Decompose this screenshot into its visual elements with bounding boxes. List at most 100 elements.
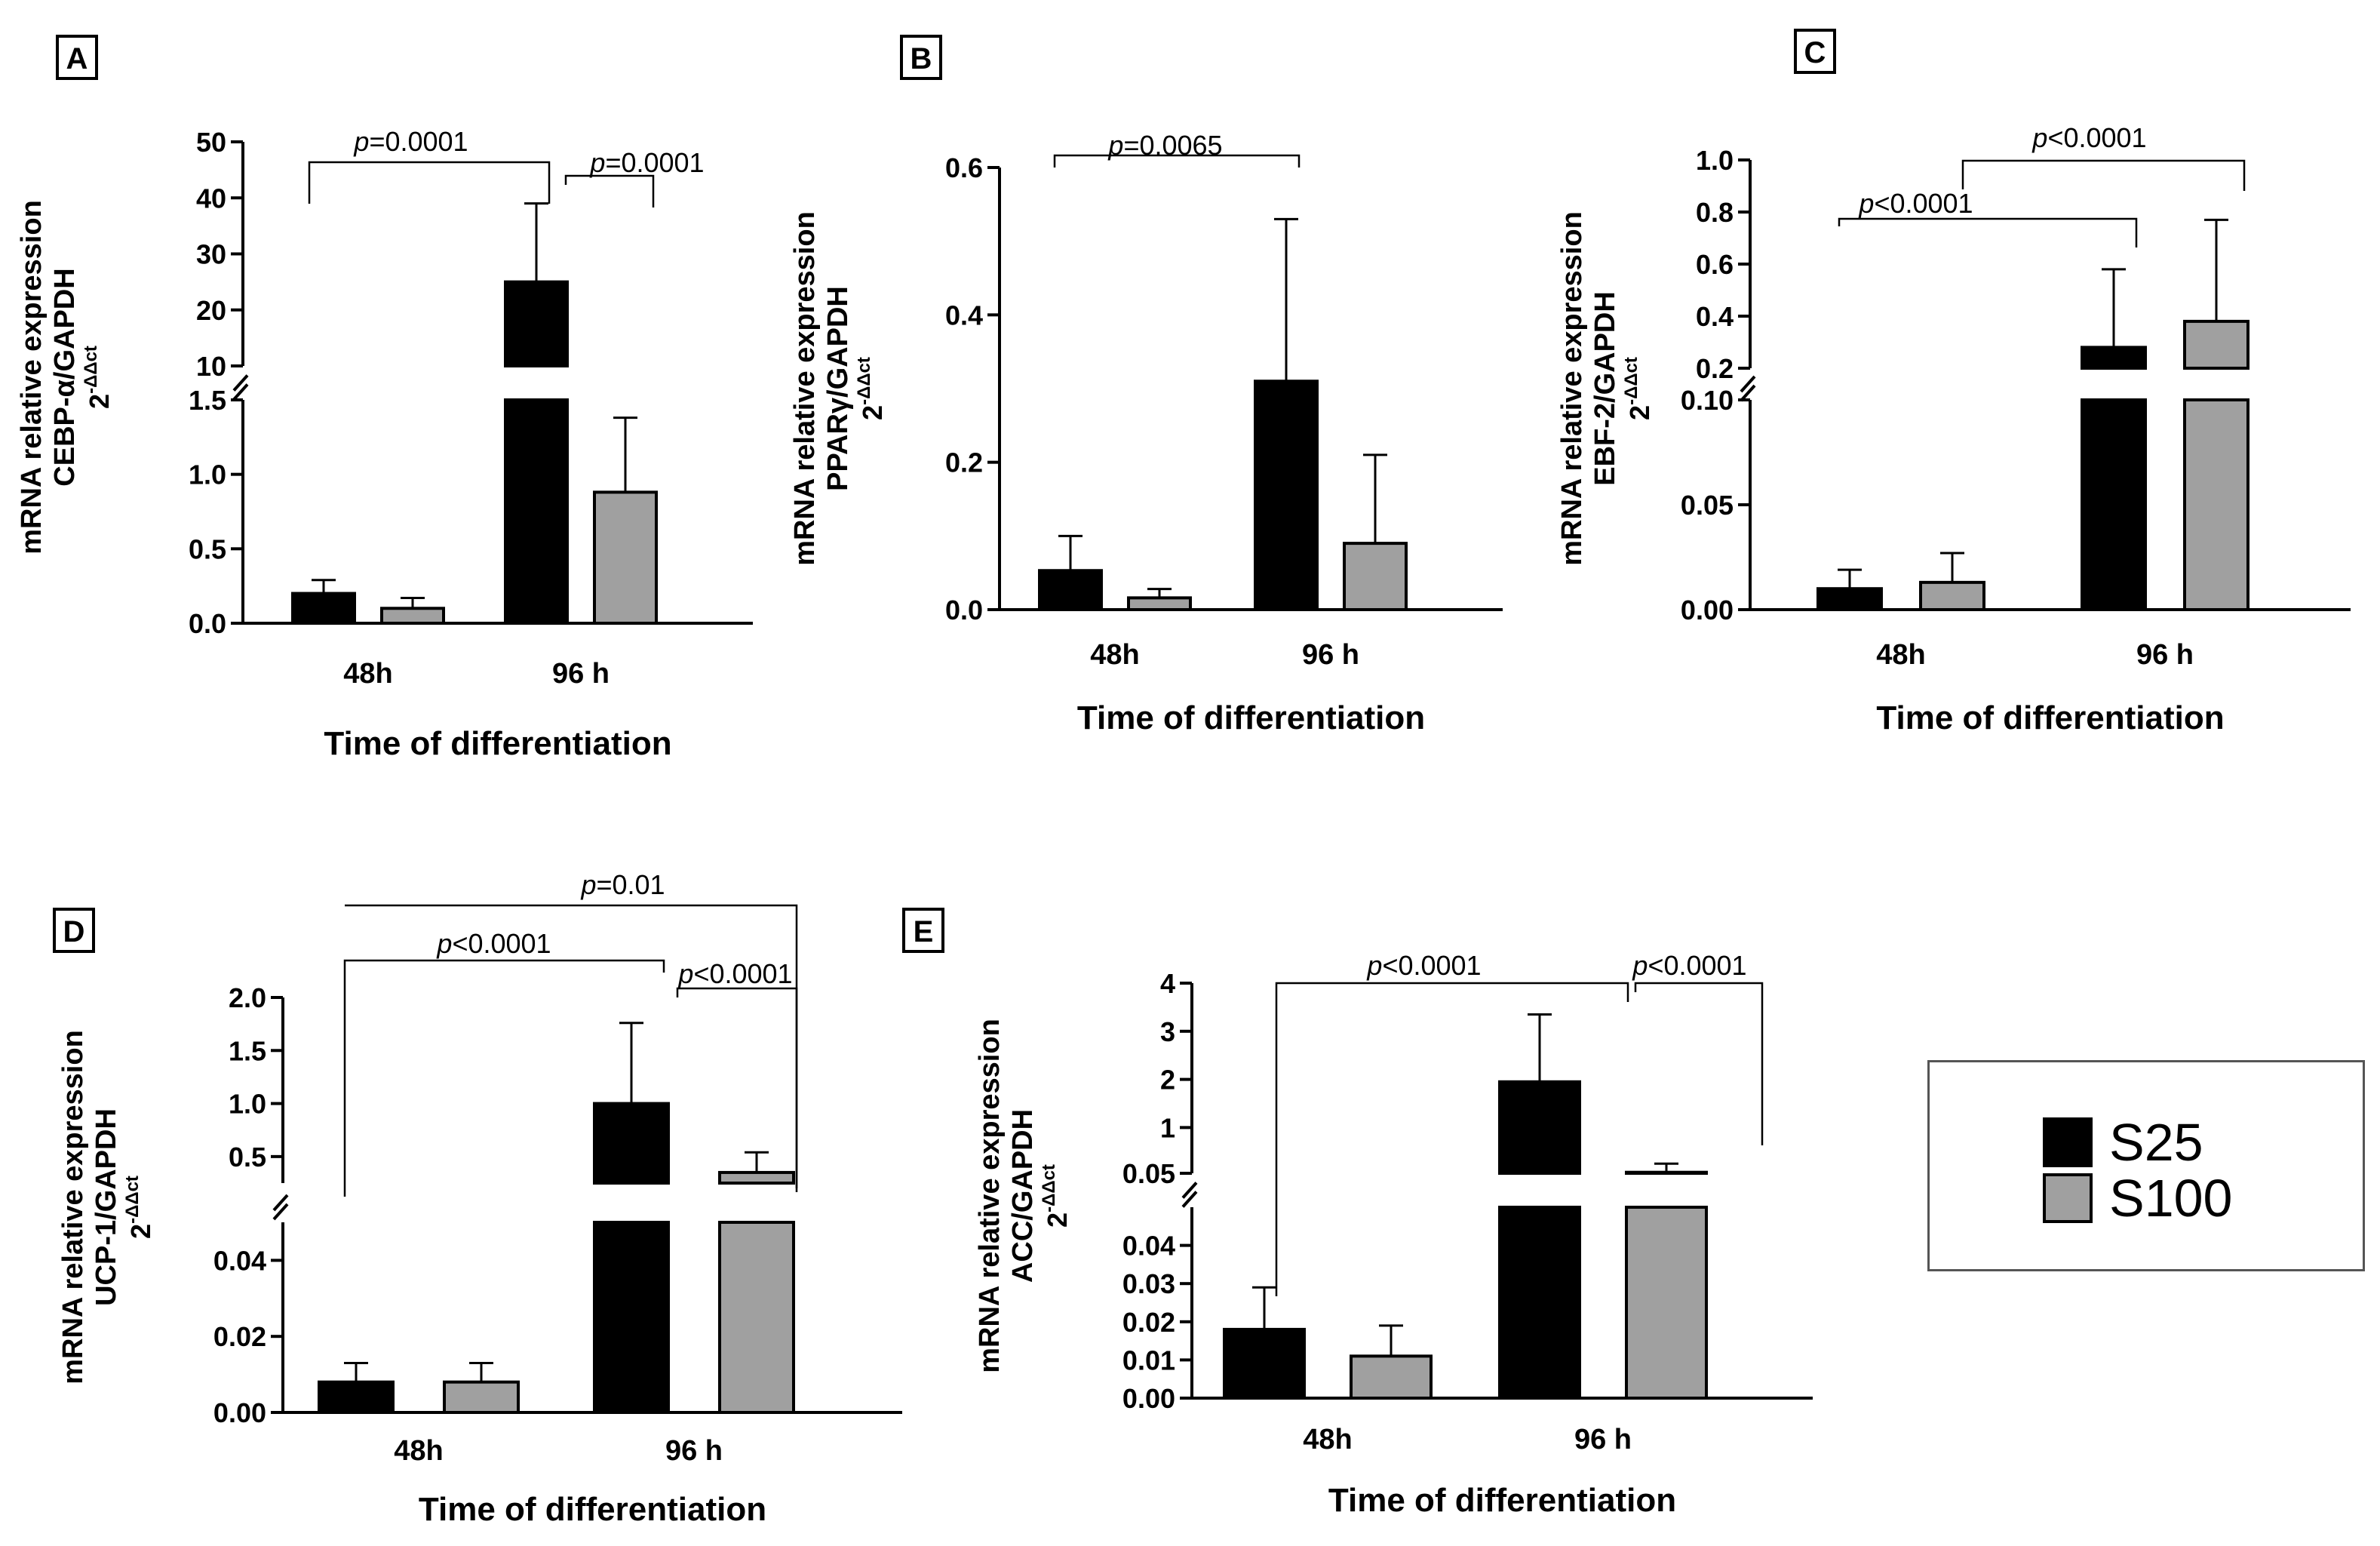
y-axis-title-line1: mRNA relative expression bbox=[16, 200, 48, 555]
p-value-label: p<0.0001 bbox=[677, 958, 792, 989]
panel-label-box bbox=[900, 35, 942, 80]
y-axis-title: mRNA relative expression PPARγ/GAPDH 2-ΔΔc… bbox=[789, 211, 888, 566]
x-tick-label: 48h bbox=[1303, 1424, 1352, 1455]
p-value-label: p<0.0001 bbox=[1366, 950, 1481, 981]
bar-s25 bbox=[1816, 587, 1883, 612]
significance-bracket bbox=[1634, 982, 1764, 1145]
significance-bracket bbox=[1961, 159, 2246, 191]
y-axis-title-line2: PPARγ/GAPDH bbox=[822, 286, 854, 491]
panel-b: B 0.0 0.2 0.4 0.6 48h 96 h Time of differentiat… bbox=[789, 35, 1503, 736]
y-tick-label: 30 bbox=[196, 239, 226, 270]
y-axis-title-line3: 2-ΔΔct bbox=[122, 1176, 156, 1239]
y-tick-label: 1.0 bbox=[1696, 145, 1734, 176]
bar-s25 bbox=[291, 592, 356, 625]
bar-s100 bbox=[1343, 542, 1408, 611]
bar-s25 bbox=[2081, 398, 2147, 611]
y-axis-title: mRNA relative expression ACC/GAPDH 2-ΔΔct bbox=[974, 1019, 1073, 1373]
bar-s100 bbox=[718, 1221, 795, 1414]
y-tick-label: 0.05 bbox=[1122, 1158, 1175, 1189]
y-axis-title-line1: mRNA relative expression bbox=[1556, 211, 1588, 566]
bar-s100-upper bbox=[2183, 319, 2249, 370]
axis-break-mark bbox=[232, 383, 249, 401]
y-axis-title-line3: 2-ΔΔct bbox=[81, 346, 115, 409]
x-tick-label: 96 h bbox=[1574, 1424, 1632, 1455]
x-tick-label: 96 h bbox=[2136, 639, 2194, 671]
y-tick-label: 0.04 bbox=[1122, 1231, 1175, 1262]
significance-bracket bbox=[345, 904, 798, 1192]
y-axis-title-line3: 2-ΔΔct bbox=[1621, 357, 1655, 420]
bar-s100 bbox=[593, 490, 658, 625]
bar-s100 bbox=[1625, 1206, 1708, 1400]
y-tick-label: 0.02 bbox=[1122, 1307, 1175, 1338]
bar-s25-upper bbox=[2081, 346, 2147, 370]
y-tick-label: 4 bbox=[1160, 968, 1175, 999]
y-tick-label: 0.4 bbox=[1696, 301, 1734, 332]
panel-label-box bbox=[1794, 29, 1836, 74]
y-tick-label: 0.8 bbox=[1696, 197, 1734, 228]
p-value-label: p=0.01 bbox=[580, 869, 665, 900]
bar-s100 bbox=[380, 607, 445, 625]
significance-bracket bbox=[564, 174, 655, 207]
axis-break-mark bbox=[232, 374, 249, 392]
y-tick-label: 0.05 bbox=[1681, 490, 1734, 521]
y-tick-label: 0.00 bbox=[1681, 595, 1734, 625]
y-axis-title-line2: CEBP-α/GAPDH bbox=[49, 268, 81, 486]
panel-e: E 0.00 0.01 0.02 0.03 0.04 0.05 1 2 3 4 48h 96 h Time… bbox=[902, 908, 1813, 1519]
x-axis-title: Time of differentiation bbox=[1876, 699, 2224, 736]
bar-s25 bbox=[318, 1380, 395, 1415]
significance-bracket bbox=[1053, 154, 1301, 168]
panel-label: D bbox=[63, 915, 85, 948]
y-axis-title: mRNA relative expression CEBP-α/GAPDH 2-ΔΔ… bbox=[16, 200, 115, 555]
x-tick-label: 96 h bbox=[665, 1435, 723, 1467]
x-tick-label: 48h bbox=[1876, 639, 1925, 671]
y-axis-title-line1: mRNA relative expression bbox=[57, 1030, 89, 1385]
x-axis-title: Time of differentiation bbox=[1328, 1482, 1676, 1519]
legend-item-s100: S100 bbox=[2043, 1169, 2232, 1227]
y-tick-label: 2.0 bbox=[229, 982, 266, 1013]
panel-label: A bbox=[66, 42, 88, 75]
y-tick-label: 2 bbox=[1160, 1065, 1175, 1096]
legend-label-s25: S25 bbox=[2109, 1113, 2203, 1172]
significance-bracket bbox=[308, 161, 551, 204]
x-axis-title: Time of differentiation bbox=[324, 725, 671, 762]
bar-s100 bbox=[1127, 596, 1192, 612]
axis-break-mark bbox=[1740, 384, 1756, 402]
y-tick-label: 0.02 bbox=[213, 1321, 266, 1352]
y-tick-label: 10 bbox=[196, 351, 226, 382]
y-tick-label: 0.0 bbox=[189, 608, 226, 639]
panel-d: D 0.00 0.02 0.04 0.5 1.0 1.5 2.0 48h 96 h Time of … bbox=[53, 869, 902, 1528]
y-tick-label: 0.01 bbox=[1122, 1345, 1175, 1375]
axis-break-mark bbox=[1181, 1182, 1198, 1199]
y-axis-title-line3: 2-ΔΔct bbox=[1039, 1164, 1073, 1228]
y-tick-label: 0.0 bbox=[945, 595, 983, 625]
y-tick-label: 0.5 bbox=[189, 533, 226, 564]
x-axis-title: Time of differentiation bbox=[419, 1491, 766, 1528]
p-value-label: p<0.0001 bbox=[1858, 188, 1973, 219]
y-axis-title-line2: EBF-2/GAPDH bbox=[1589, 291, 1621, 486]
bar-s25-upper bbox=[593, 1102, 670, 1185]
significance-bracket bbox=[676, 987, 798, 1188]
axis-break-mark bbox=[1181, 1191, 1198, 1208]
p-value-label: p=0.0065 bbox=[1107, 130, 1222, 161]
y-tick-label: 20 bbox=[196, 295, 226, 326]
x-axis-title: Time of differentiation bbox=[1077, 699, 1425, 736]
y-tick-label: 40 bbox=[196, 183, 226, 214]
panel-c: C 0.00 0.05 0.100.2 0.4 0.6 0.8 1.0 48h 96 h Time … bbox=[1556, 29, 2351, 736]
y-axis-title-line1: mRNA relative expression bbox=[974, 1019, 1006, 1373]
panel-label: E bbox=[914, 915, 934, 948]
p-value-label: p=0.0001 bbox=[589, 147, 704, 178]
y-tick-label: 3 bbox=[1160, 1016, 1175, 1047]
bar-s25-upper bbox=[504, 280, 569, 367]
panel-label-box bbox=[902, 908, 944, 953]
bar-s25 bbox=[1038, 569, 1103, 612]
y-tick-label: 50 bbox=[196, 127, 226, 158]
bar-s25 bbox=[593, 1221, 670, 1414]
bar-s25 bbox=[1223, 1327, 1306, 1400]
p-value-label: p<0.0001 bbox=[436, 928, 551, 959]
y-tick-label: 0.10 bbox=[1681, 385, 1734, 416]
bar-s25-upper bbox=[1498, 1080, 1581, 1175]
panel-label: C bbox=[1804, 36, 1826, 69]
x-tick-label: 48h bbox=[343, 658, 392, 690]
y-tick-label: 1.0 bbox=[189, 459, 226, 490]
y-axis-title-line2: ACC/GAPDH bbox=[1007, 1109, 1039, 1283]
